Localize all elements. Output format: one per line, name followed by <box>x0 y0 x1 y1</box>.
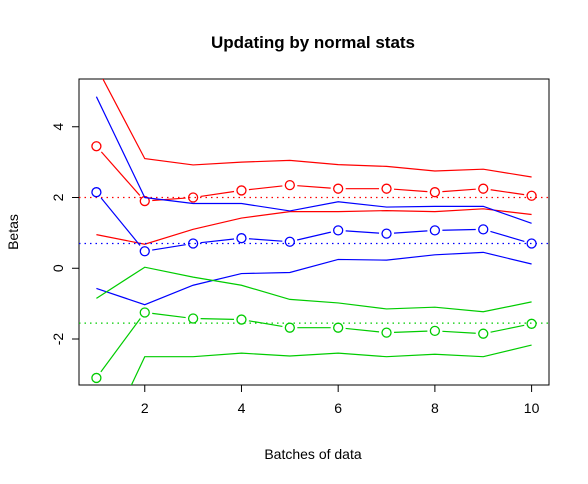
series-2-estimate-segment-7 <box>442 330 476 334</box>
series-1-lower-bound-line <box>96 251 532 306</box>
y-axis: -2 0 2 4 <box>50 123 80 346</box>
series-2-upper-bound-line <box>96 266 532 313</box>
series-2-estimate-segment-2 <box>200 318 234 320</box>
series-0-point-9 <box>526 190 537 201</box>
chart-title: Updating by normal stats <box>211 33 415 52</box>
series-2-point-6 <box>381 327 392 338</box>
series-1-estimate-segment-6 <box>393 230 428 234</box>
series-0-estimate-segment-3 <box>248 185 283 191</box>
series-0-point-0 <box>91 141 102 152</box>
series-2-estimate-segment-0 <box>100 318 141 373</box>
x-tick-label-0: 2 <box>141 400 149 416</box>
series-2-point-7 <box>429 325 441 337</box>
series-2-point-5 <box>333 322 344 333</box>
series-2-estimate-segment-5 <box>345 327 380 333</box>
y-tick-label-0: -2 <box>50 333 66 346</box>
series-1-point-7 <box>429 225 441 236</box>
series-1-point-4 <box>284 236 295 247</box>
x-axis-label: Batches of data <box>264 446 362 462</box>
series-1-point-0 <box>91 187 102 198</box>
series-1-upper-bound-line <box>95 96 532 224</box>
series-2-estimate-segment-8 <box>490 324 525 333</box>
y-tick-label-1: 0 <box>50 264 66 272</box>
series-1-estimate-segment-1 <box>152 244 186 251</box>
plot-area <box>79 79 549 385</box>
series-0-point-4 <box>284 179 295 191</box>
series-2-estimate-segment-3 <box>248 320 283 328</box>
series-1-estimate-segment-7 <box>442 228 476 231</box>
series-1-point-6 <box>381 228 392 239</box>
series-0-estimate-segment-1 <box>152 197 186 202</box>
y-tick-label-3: 4 <box>50 123 66 131</box>
series-2-point-1 <box>139 307 150 318</box>
x-tick-label-4: 10 <box>524 400 540 416</box>
series-2-estimate-segment-1 <box>152 312 186 319</box>
series-1-point-9 <box>526 238 537 249</box>
x-tick-label-3: 8 <box>431 400 439 416</box>
series-2-point-4 <box>284 322 295 333</box>
series-1-estimate-segment-3 <box>248 238 283 242</box>
y-tick-label-2: 2 <box>50 193 66 201</box>
x-tick-label-2: 6 <box>334 400 342 416</box>
series-0-estimate-segment-6 <box>393 188 428 193</box>
series-0-point-3 <box>236 185 247 196</box>
series-0-point-5 <box>333 183 344 194</box>
series-2-point-8 <box>478 328 489 339</box>
series-1-estimate-segment-5 <box>345 230 380 234</box>
series-0-lower-bound-line <box>96 208 532 245</box>
series-2-point-2 <box>187 313 199 324</box>
series-0-point-2 <box>187 192 199 203</box>
series-1-estimate-segment-0 <box>100 197 141 246</box>
series-1-point-2 <box>187 238 199 249</box>
series-0-point-7 <box>429 187 441 198</box>
series-2-point-9 <box>526 318 537 329</box>
series-0-estimate-segment-4 <box>297 185 331 189</box>
series-0-estimate-segment-8 <box>490 189 525 196</box>
series-0-estimate-segment-7 <box>442 188 476 193</box>
series-1-estimate-segment-8 <box>490 230 525 242</box>
series-0-estimate-segment-0 <box>100 151 141 196</box>
series-1-estimate-segment-2 <box>200 238 235 244</box>
series-1-point-3 <box>236 233 247 244</box>
x-axis: 2 4 6 8 10 <box>141 384 540 416</box>
series-2-lower-bound-line <box>130 344 532 385</box>
x-tick-label-1: 4 <box>238 400 246 416</box>
series-0-point-6 <box>381 183 392 194</box>
series-1-point-1 <box>139 246 150 257</box>
series-2-estimate-segment-6 <box>394 330 428 333</box>
plot-frame <box>78 78 550 386</box>
series-0-upper-bound-line <box>102 79 532 178</box>
series-1-point-5 <box>333 225 344 236</box>
series-0-point-8 <box>478 183 489 194</box>
series-0-estimate-segment-2 <box>200 190 235 198</box>
series-2-point-3 <box>236 314 247 325</box>
series-1-point-8 <box>478 224 489 235</box>
series-2-point-0 <box>91 372 102 384</box>
y-axis-label: Betas <box>5 214 21 250</box>
series-1-estimate-segment-4 <box>296 231 332 241</box>
